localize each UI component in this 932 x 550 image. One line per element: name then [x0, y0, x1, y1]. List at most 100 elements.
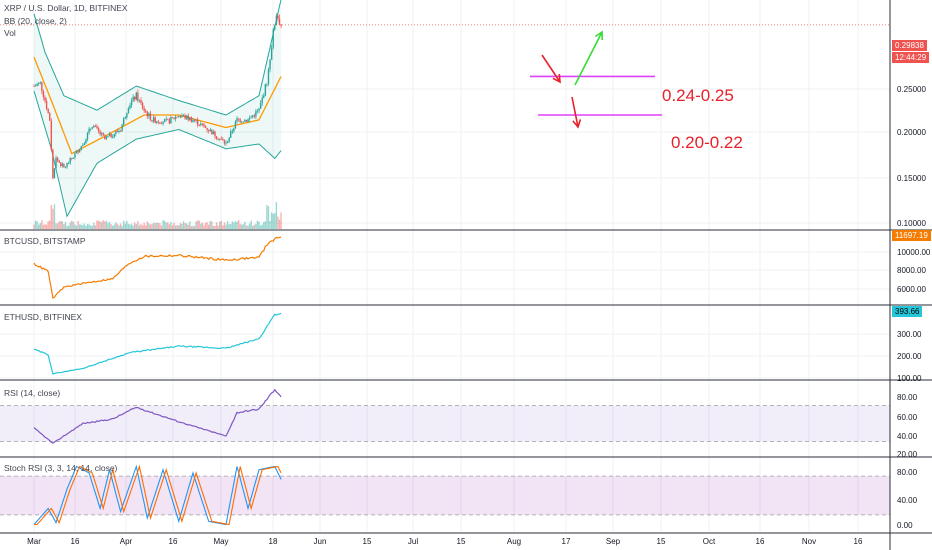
volume-bar — [89, 225, 92, 229]
volume-bar — [93, 222, 95, 229]
candle-body — [135, 92, 137, 100]
candle-body — [41, 81, 43, 92]
candle-body — [45, 101, 48, 109]
main-pane-title: XRP / U.S. Dollar, 1D, BITFINEX — [4, 3, 128, 13]
volume-bar — [74, 224, 76, 229]
volume-bar — [280, 212, 282, 229]
volume-bar — [108, 221, 111, 229]
candle-body — [280, 24, 282, 26]
vol-indicator-label: Vol — [4, 28, 16, 38]
rsi-pane-title: RSI (14, close) — [4, 388, 61, 398]
volume-bar — [157, 223, 160, 229]
volume-bar — [163, 220, 166, 229]
candle-body — [111, 136, 114, 138]
y-tick-label: 0.20000 — [897, 128, 926, 137]
candle-body — [83, 143, 86, 145]
candle-body — [275, 15, 278, 26]
x-tick-label: May — [213, 537, 229, 546]
candle-body — [61, 164, 64, 166]
volume-bar — [250, 220, 252, 229]
candle-body — [201, 123, 204, 125]
volume-bar — [171, 225, 174, 229]
volume-bar — [223, 222, 226, 229]
candle-body — [258, 108, 260, 111]
candle-body — [196, 120, 199, 126]
candle-body — [56, 157, 59, 161]
candle-body — [63, 164, 65, 168]
x-tick-label: 16 — [853, 537, 863, 546]
x-tick-label: 16 — [168, 537, 178, 546]
volume-bar — [253, 224, 256, 229]
volume-bar — [118, 225, 120, 229]
candle-body — [206, 127, 208, 130]
x-tick-label: Jul — [407, 537, 419, 546]
volume-bar — [215, 222, 218, 229]
countdown-tag: 12:44:29 — [892, 52, 930, 63]
candle-body — [266, 83, 268, 85]
volume-bar — [135, 224, 137, 229]
candle-body — [247, 119, 249, 122]
candle-body — [152, 117, 155, 122]
volume-bar — [85, 225, 87, 229]
volume-bar — [137, 221, 139, 229]
candle-body — [269, 59, 271, 70]
candle-body — [107, 136, 109, 137]
candle-body — [38, 82, 40, 84]
volume-bar — [80, 224, 82, 229]
candle-body — [123, 118, 125, 125]
candle-body — [195, 120, 197, 121]
volume-bar — [49, 220, 51, 229]
x-tick-label: Jun — [313, 537, 327, 546]
volume-bar — [154, 223, 156, 229]
candle-body — [151, 120, 153, 122]
candle-body — [264, 84, 267, 96]
volume-bar — [206, 222, 208, 229]
volume-bar — [219, 221, 221, 229]
volume-bar — [266, 204, 268, 229]
candle-body — [129, 105, 131, 109]
volume-bar — [44, 224, 46, 229]
candle-body — [36, 83, 38, 86]
volume-bar — [71, 220, 73, 229]
eth-price-tag: 393.66 — [892, 306, 923, 317]
candle-body — [248, 117, 251, 120]
candle-body — [263, 95, 265, 98]
candle-body — [178, 116, 180, 117]
y-tick-label: 0.15000 — [897, 174, 926, 183]
volume-bar — [121, 225, 123, 229]
candle-body — [242, 121, 245, 123]
candle-body — [223, 140, 226, 144]
volume-bar — [72, 221, 75, 229]
volume-bar — [203, 225, 205, 229]
eth-line — [33, 312, 282, 375]
candle-body — [100, 133, 103, 135]
candle-body — [75, 150, 78, 154]
candle-body — [274, 25, 276, 30]
candle-body — [91, 127, 93, 129]
candle-body — [185, 115, 188, 119]
volume-bar — [214, 225, 216, 229]
volume-bar — [236, 221, 238, 229]
volume-bar — [182, 221, 185, 229]
candle-body — [127, 108, 130, 114]
volume-bar — [220, 220, 222, 229]
candle-body — [179, 116, 182, 117]
candle-body — [259, 103, 262, 109]
candle-body — [219, 138, 221, 140]
volume-bar — [274, 213, 276, 229]
candle-body — [189, 117, 191, 120]
volume-bar — [60, 220, 62, 229]
candle-body — [228, 137, 230, 143]
volume-bar — [275, 202, 278, 229]
candle-body — [214, 131, 216, 137]
candle-body — [96, 126, 98, 128]
volume-bar — [104, 221, 106, 229]
volume-bar — [156, 222, 158, 229]
candle-body — [261, 97, 263, 104]
candle-body — [140, 100, 142, 104]
btc-line — [33, 236, 282, 299]
candle-body — [82, 144, 84, 147]
volume-bar — [94, 225, 97, 229]
volume-bar — [178, 225, 180, 229]
